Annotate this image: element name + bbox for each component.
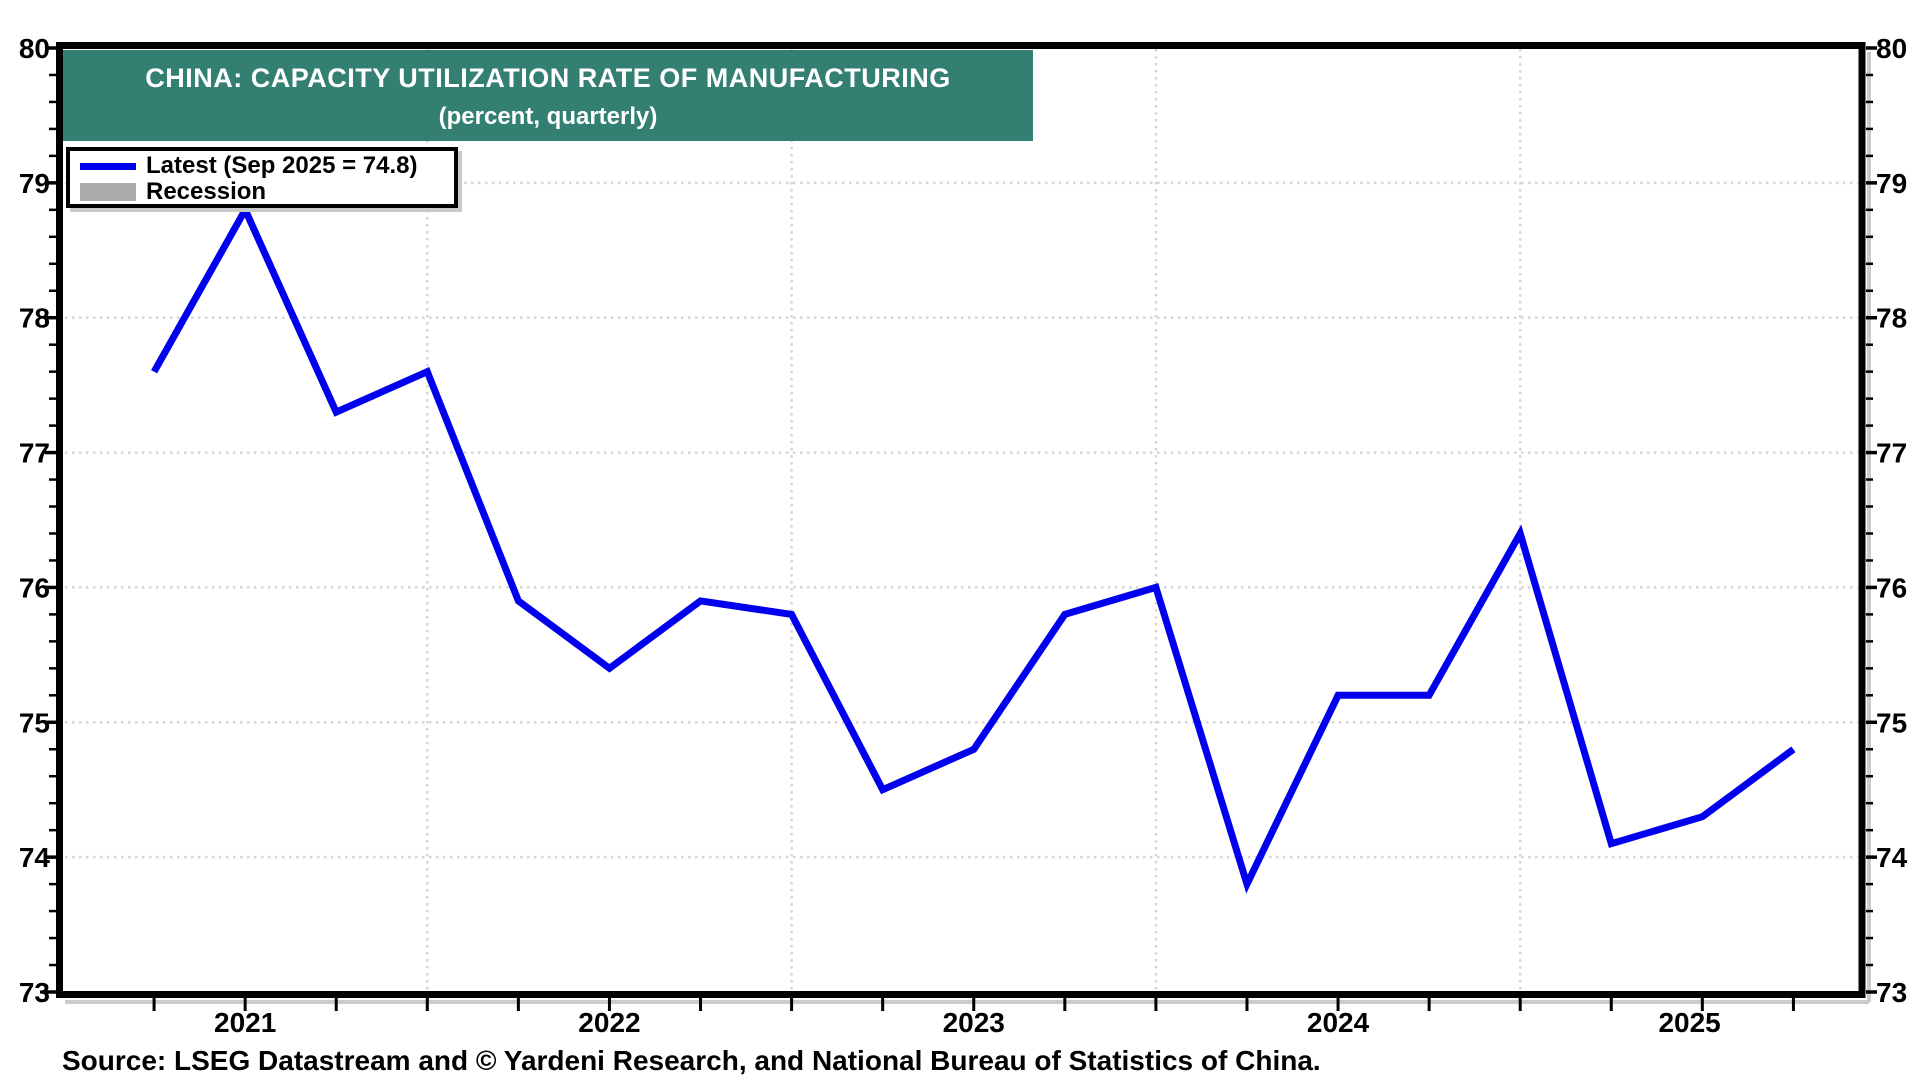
y-axis-label-left-80: 80 bbox=[19, 33, 50, 64]
legend-line-swatch bbox=[80, 162, 136, 170]
x-axis-label-2022: 2022 bbox=[578, 1007, 640, 1038]
x-axis-label-2024: 2024 bbox=[1307, 1007, 1370, 1038]
legend-recession-swatch bbox=[80, 183, 136, 201]
y-axis-label-right-74: 74 bbox=[1876, 842, 1908, 873]
y-axis-label-left-78: 78 bbox=[19, 303, 50, 334]
legend-label-recession: Recession bbox=[146, 178, 267, 205]
y-axis-label-right-79: 79 bbox=[1876, 168, 1907, 199]
plot-frame bbox=[56, 42, 1866, 998]
y-axis-label-right-75: 75 bbox=[1876, 707, 1907, 738]
y-axis-label-left-73: 73 bbox=[19, 977, 50, 1008]
chart-title-box: CHINA: CAPACITY UTILIZATION RATE OF MANU… bbox=[63, 50, 1033, 141]
chart-title: CHINA: CAPACITY UTILIZATION RATE OF MANU… bbox=[145, 63, 951, 93]
legend-row-recession: Recession bbox=[80, 179, 454, 205]
y-axis-label-left-76: 76 bbox=[19, 572, 50, 603]
y-axis-label-left-77: 77 bbox=[19, 438, 50, 469]
x-axis-label-2021: 2021 bbox=[214, 1007, 276, 1038]
chart-subtitle: (percent, quarterly) bbox=[438, 103, 658, 130]
source-note: Source: LSEG Datastream and © Yardeni Re… bbox=[62, 1045, 1321, 1076]
legend-label-latest: Latest (Sep 2025 = 74.8) bbox=[146, 152, 418, 179]
y-axis-label-right-77: 77 bbox=[1876, 438, 1907, 469]
y-axis-label-left-74: 74 bbox=[19, 842, 51, 873]
legend: Latest (Sep 2025 = 74.8) Recession bbox=[66, 147, 458, 208]
x-axis-label-2023: 2023 bbox=[943, 1007, 1005, 1038]
y-axis-label-right-80: 80 bbox=[1876, 33, 1907, 64]
y-axis-label-left-75: 75 bbox=[19, 707, 50, 738]
data-line-capacity-utilization bbox=[151, 202, 1796, 894]
legend-row-latest: Latest (Sep 2025 = 74.8) bbox=[80, 153, 454, 179]
y-axis-label-right-78: 78 bbox=[1876, 303, 1907, 334]
y-axis-label-left-79: 79 bbox=[19, 168, 50, 199]
y-axis-label-right-73: 73 bbox=[1876, 977, 1907, 1008]
x-axis-label-2025: 2025 bbox=[1658, 1007, 1720, 1038]
y-axis-label-right-76: 76 bbox=[1876, 572, 1907, 603]
